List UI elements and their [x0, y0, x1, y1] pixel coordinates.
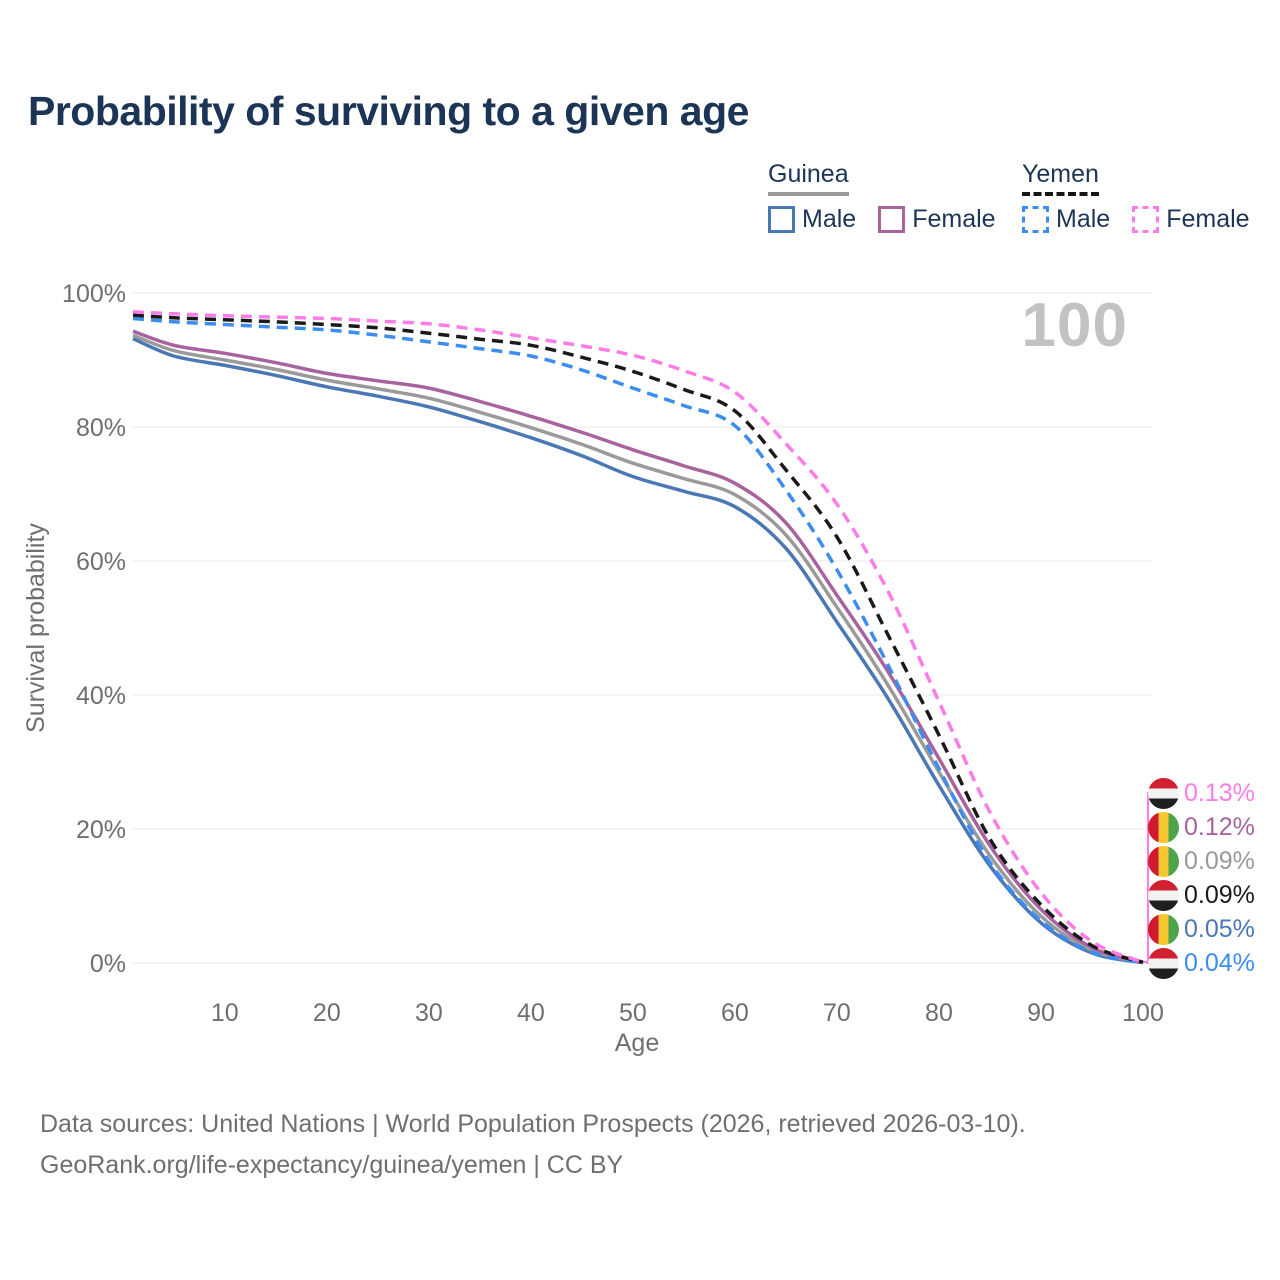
- legend-item-label: Male: [802, 205, 857, 233]
- x-axis-title: Age: [615, 1029, 659, 1057]
- legend-swatch-dashed-icon: [1022, 206, 1049, 233]
- series-line-yemen-female: [132, 310, 1144, 964]
- end-value-label: 0.04%: [1184, 949, 1255, 977]
- legend-item-guinea-female: Female: [878, 205, 996, 234]
- legend-item-yemen-female: Female: [1132, 205, 1250, 234]
- footer: Data sources: United Nations | World Pop…: [40, 1104, 1026, 1186]
- legend-swatch-solid-icon: [878, 206, 906, 233]
- yemen-flag-icon: [1148, 778, 1179, 809]
- legend-country-guinea: Guinea: [768, 160, 849, 196]
- series-line-yemen: [132, 313, 1144, 965]
- series-line-guinea: [132, 333, 1144, 965]
- footer-sources: Data sources: United Nations | World Pop…: [40, 1110, 1026, 1138]
- legend-item-yemen-male: Male: [1022, 205, 1110, 234]
- series-line-guinea-female: [132, 329, 1144, 964]
- end-value-label: 0.09%: [1184, 847, 1255, 875]
- x-tick-label: 40: [517, 999, 545, 1027]
- series-line-guinea-male: [132, 336, 1144, 965]
- x-tick-label: 90: [1027, 999, 1055, 1027]
- legend-item-label: Female: [1166, 205, 1250, 233]
- legend-items: Male Female: [768, 205, 996, 234]
- x-tick-label: 30: [415, 999, 443, 1027]
- legend-group-guinea: Guinea Male Female: [768, 160, 996, 234]
- legend-swatch-dashed-icon: [1132, 206, 1160, 233]
- legend-country-yemen: Yemen: [1022, 160, 1099, 196]
- legend-swatch-solid-icon: [768, 206, 795, 233]
- y-tick-label: 20%: [76, 816, 126, 844]
- x-tick-label: 100: [1122, 999, 1164, 1027]
- guinea-flag-icon: [1148, 812, 1179, 843]
- legend-item-guinea-male: Male: [768, 205, 856, 234]
- end-value-label: 0.12%: [1184, 813, 1255, 841]
- series-line-yemen-male: [132, 316, 1144, 965]
- x-tick-label: 70: [823, 999, 851, 1027]
- guinea-flag-icon: [1148, 914, 1179, 945]
- y-tick-label: 100%: [62, 280, 126, 308]
- legend-item-label: Male: [1056, 205, 1111, 233]
- x-tick-label: 20: [313, 999, 341, 1027]
- guinea-flag-icon: [1148, 846, 1179, 877]
- x-tick-label: 60: [721, 999, 749, 1027]
- end-value-label: 0.05%: [1184, 915, 1255, 943]
- legend-item-label: Female: [912, 205, 996, 233]
- x-tick-label: 50: [619, 999, 647, 1027]
- yemen-flag-icon: [1148, 880, 1179, 911]
- age-watermark: 100: [1021, 291, 1128, 360]
- y-tick-label: 80%: [76, 414, 126, 442]
- footer-attribution: GeoRank.org/life-expectancy/guinea/yemen…: [40, 1151, 624, 1179]
- end-value-label: 0.09%: [1184, 881, 1255, 909]
- y-tick-label: 40%: [76, 682, 126, 710]
- y-axis-title: Survival probability: [22, 523, 50, 733]
- yemen-flag-icon: [1148, 948, 1179, 979]
- legend-items: Male Female: [1022, 205, 1250, 234]
- y-tick-label: 0%: [90, 950, 126, 978]
- end-value-label: 0.13%: [1184, 779, 1255, 807]
- x-tick-label: 10: [211, 999, 239, 1027]
- legend-group-yemen: Yemen Male Female: [1022, 160, 1250, 234]
- page-title: Probability of surviving to a given age: [28, 88, 749, 134]
- y-tick-label: 60%: [76, 548, 126, 576]
- x-tick-label: 80: [925, 999, 953, 1027]
